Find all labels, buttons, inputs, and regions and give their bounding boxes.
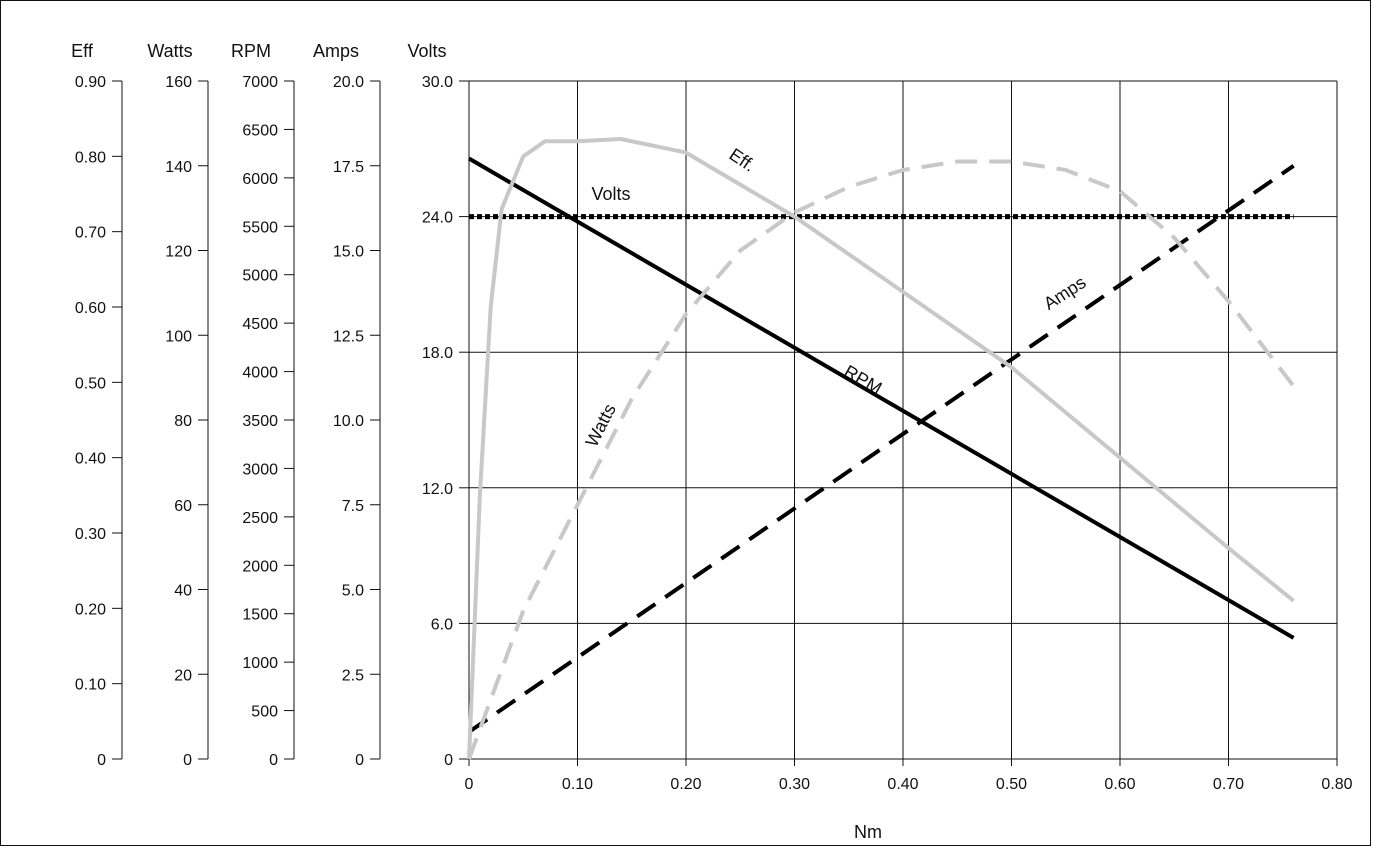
- rpm-tick-label: 7000: [242, 74, 278, 91]
- x-axis-title: Nm: [854, 822, 882, 842]
- eff-tick-label: 0.80: [75, 149, 106, 166]
- volts-axis-title: Volts: [407, 41, 446, 61]
- amps-tick-label: 10.0: [333, 413, 364, 430]
- amps-tick-label: 15.0: [333, 244, 364, 261]
- volts-tick-label: 30.0: [422, 74, 453, 91]
- x-tick-label: 0.10: [562, 776, 593, 793]
- curve-label-watts: Watts: [581, 401, 619, 450]
- series-rpm-line: [467, 156, 1295, 640]
- series: [467, 137, 1296, 760]
- rpm-axis-title: RPM: [231, 41, 271, 61]
- amps-tick-label: 20.0: [333, 74, 364, 91]
- watts-tick-label: 120: [165, 244, 192, 261]
- amps-tick-label: 0: [355, 752, 364, 769]
- series-eff-line: [467, 137, 1295, 760]
- watts-tick-label: 60: [174, 498, 192, 515]
- rpm-tick-label: 0: [269, 752, 278, 769]
- volts-tick-label: 0: [444, 752, 453, 769]
- rpm-tick-label: 6000: [242, 171, 278, 188]
- eff-tick-label: 0.60: [75, 300, 106, 317]
- watts-tick-label: 160: [165, 74, 192, 91]
- series-amps-line: [467, 164, 1295, 734]
- x-tick-label: 0.20: [670, 776, 701, 793]
- curve-label-volts: Volts: [591, 184, 630, 204]
- eff-tick-label: 0.70: [75, 225, 106, 242]
- x-tick-label: 0.30: [779, 776, 810, 793]
- rpm-tick-label: 1500: [242, 607, 278, 624]
- rpm-tick-label: 500: [251, 704, 278, 721]
- volts-tick-label: 12.0: [422, 481, 453, 498]
- x-tick-label: 0.70: [1213, 776, 1244, 793]
- watts-axis-title: Watts: [147, 41, 192, 61]
- watts-tick-label: 140: [165, 159, 192, 176]
- amps-tick-label: 2.5: [342, 667, 364, 684]
- x-tick-label: 0.80: [1321, 776, 1352, 793]
- x-tick-label: 0.40: [887, 776, 918, 793]
- amps-tick-label: 5.0: [342, 583, 364, 600]
- x-tick-label: 0.50: [996, 776, 1027, 793]
- amps-tick-label: 17.5: [333, 159, 364, 176]
- x-tick-label: 0: [465, 776, 474, 793]
- curve-label-eff: Eff.: [726, 144, 759, 176]
- volts-tick-label: 24.0: [422, 210, 453, 227]
- eff-tick-label: 0.90: [75, 74, 106, 91]
- x-tick-label: 0.60: [1104, 776, 1135, 793]
- eff-tick-label: 0.30: [75, 526, 106, 543]
- rpm-tick-label: 3500: [242, 413, 278, 430]
- rpm-tick-label: 2000: [242, 558, 278, 575]
- curve-label-amps: Amps: [1040, 272, 1089, 314]
- rpm-tick-label: 2500: [242, 510, 278, 527]
- rpm-tick-label: 4000: [242, 365, 278, 382]
- series-watts-line: [467, 159, 1296, 760]
- eff-axis-title: Eff: [71, 41, 94, 61]
- curve-labels: Volts Eff. Amps RPM Watts: [581, 144, 1089, 450]
- watts-tick-label: 0: [183, 752, 192, 769]
- eff-tick-label: 0.40: [75, 451, 106, 468]
- rpm-tick-label: 4500: [242, 316, 278, 333]
- axes: 0 0.10 0.20 0.30 0.40 0.50 0.60 0.70 0.80NmEff00…: [71, 41, 1353, 842]
- curve-label-rpm: RPM: [841, 361, 886, 398]
- watts-tick-label: 100: [165, 328, 192, 345]
- volts-tick-label: 6.0: [431, 616, 453, 633]
- eff-tick-label: 0.10: [75, 677, 106, 694]
- watts-tick-label: 40: [174, 583, 192, 600]
- rpm-tick-label: 1000: [242, 655, 278, 672]
- amps-tick-label: 7.5: [342, 498, 364, 515]
- volts-tick-label: 18.0: [422, 345, 453, 362]
- eff-tick-label: 0.20: [75, 601, 106, 618]
- watts-tick-label: 20: [174, 667, 192, 684]
- rpm-tick-label: 5500: [242, 219, 278, 236]
- eff-tick-label: 0: [97, 752, 106, 769]
- rpm-tick-label: 5000: [242, 268, 278, 285]
- amps-axis-title: Amps: [313, 41, 359, 61]
- eff-tick-label: 0.50: [75, 375, 106, 392]
- watts-tick-label: 80: [174, 413, 192, 430]
- rpm-tick-label: 3000: [242, 461, 278, 478]
- amps-tick-label: 12.5: [333, 328, 364, 345]
- rpm-tick-label: 6500: [242, 122, 278, 139]
